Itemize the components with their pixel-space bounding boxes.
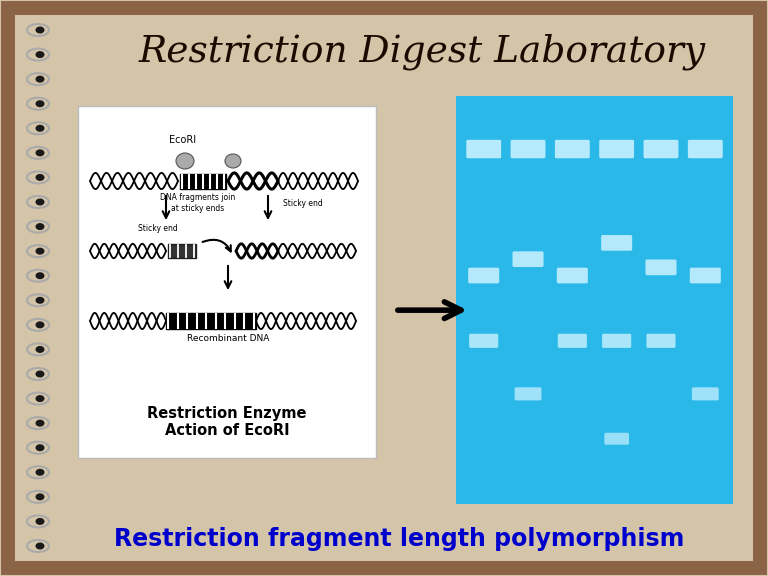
Ellipse shape <box>35 51 45 58</box>
FancyBboxPatch shape <box>558 334 587 348</box>
Ellipse shape <box>35 248 45 255</box>
Ellipse shape <box>35 346 45 353</box>
Ellipse shape <box>35 223 45 230</box>
Ellipse shape <box>35 518 45 525</box>
FancyBboxPatch shape <box>647 334 676 348</box>
FancyBboxPatch shape <box>601 235 632 251</box>
Text: EcoRI: EcoRI <box>170 135 197 145</box>
Ellipse shape <box>225 154 241 168</box>
FancyBboxPatch shape <box>515 387 541 400</box>
Ellipse shape <box>35 75 45 82</box>
Ellipse shape <box>35 174 45 181</box>
FancyBboxPatch shape <box>466 140 502 158</box>
Text: Restriction Digest Laboratory: Restriction Digest Laboratory <box>139 33 706 70</box>
Ellipse shape <box>35 149 45 156</box>
FancyBboxPatch shape <box>469 334 498 348</box>
FancyBboxPatch shape <box>644 140 678 158</box>
FancyBboxPatch shape <box>512 251 544 267</box>
Bar <box>456 96 733 504</box>
FancyBboxPatch shape <box>688 140 723 158</box>
Ellipse shape <box>35 543 45 550</box>
Ellipse shape <box>35 297 45 304</box>
Text: Restriction Enzyme
Action of EcoRI: Restriction Enzyme Action of EcoRI <box>147 406 306 438</box>
Ellipse shape <box>35 199 45 206</box>
FancyBboxPatch shape <box>692 387 719 400</box>
Ellipse shape <box>35 125 45 132</box>
Text: Sticky end: Sticky end <box>138 224 178 233</box>
Ellipse shape <box>35 469 45 476</box>
FancyBboxPatch shape <box>690 268 721 283</box>
FancyBboxPatch shape <box>557 268 588 283</box>
FancyBboxPatch shape <box>645 260 677 275</box>
FancyBboxPatch shape <box>602 334 631 348</box>
Ellipse shape <box>35 370 45 377</box>
Ellipse shape <box>35 494 45 501</box>
Text: Sticky end: Sticky end <box>283 199 323 207</box>
Ellipse shape <box>35 395 45 402</box>
Ellipse shape <box>35 420 45 427</box>
Ellipse shape <box>35 272 45 279</box>
FancyBboxPatch shape <box>511 140 545 158</box>
FancyBboxPatch shape <box>555 140 590 158</box>
Ellipse shape <box>176 153 194 169</box>
Ellipse shape <box>35 321 45 328</box>
FancyBboxPatch shape <box>468 268 499 283</box>
Ellipse shape <box>35 26 45 33</box>
Bar <box>78 106 376 458</box>
Text: Recombinant DNA: Recombinant DNA <box>187 334 270 343</box>
Text: Restriction fragment length polymorphism: Restriction fragment length polymorphism <box>114 526 684 551</box>
Ellipse shape <box>35 444 45 451</box>
Ellipse shape <box>35 100 45 107</box>
FancyBboxPatch shape <box>599 140 634 158</box>
Text: DNA fragments join
at sticky ends: DNA fragments join at sticky ends <box>161 194 236 213</box>
FancyBboxPatch shape <box>604 433 629 445</box>
